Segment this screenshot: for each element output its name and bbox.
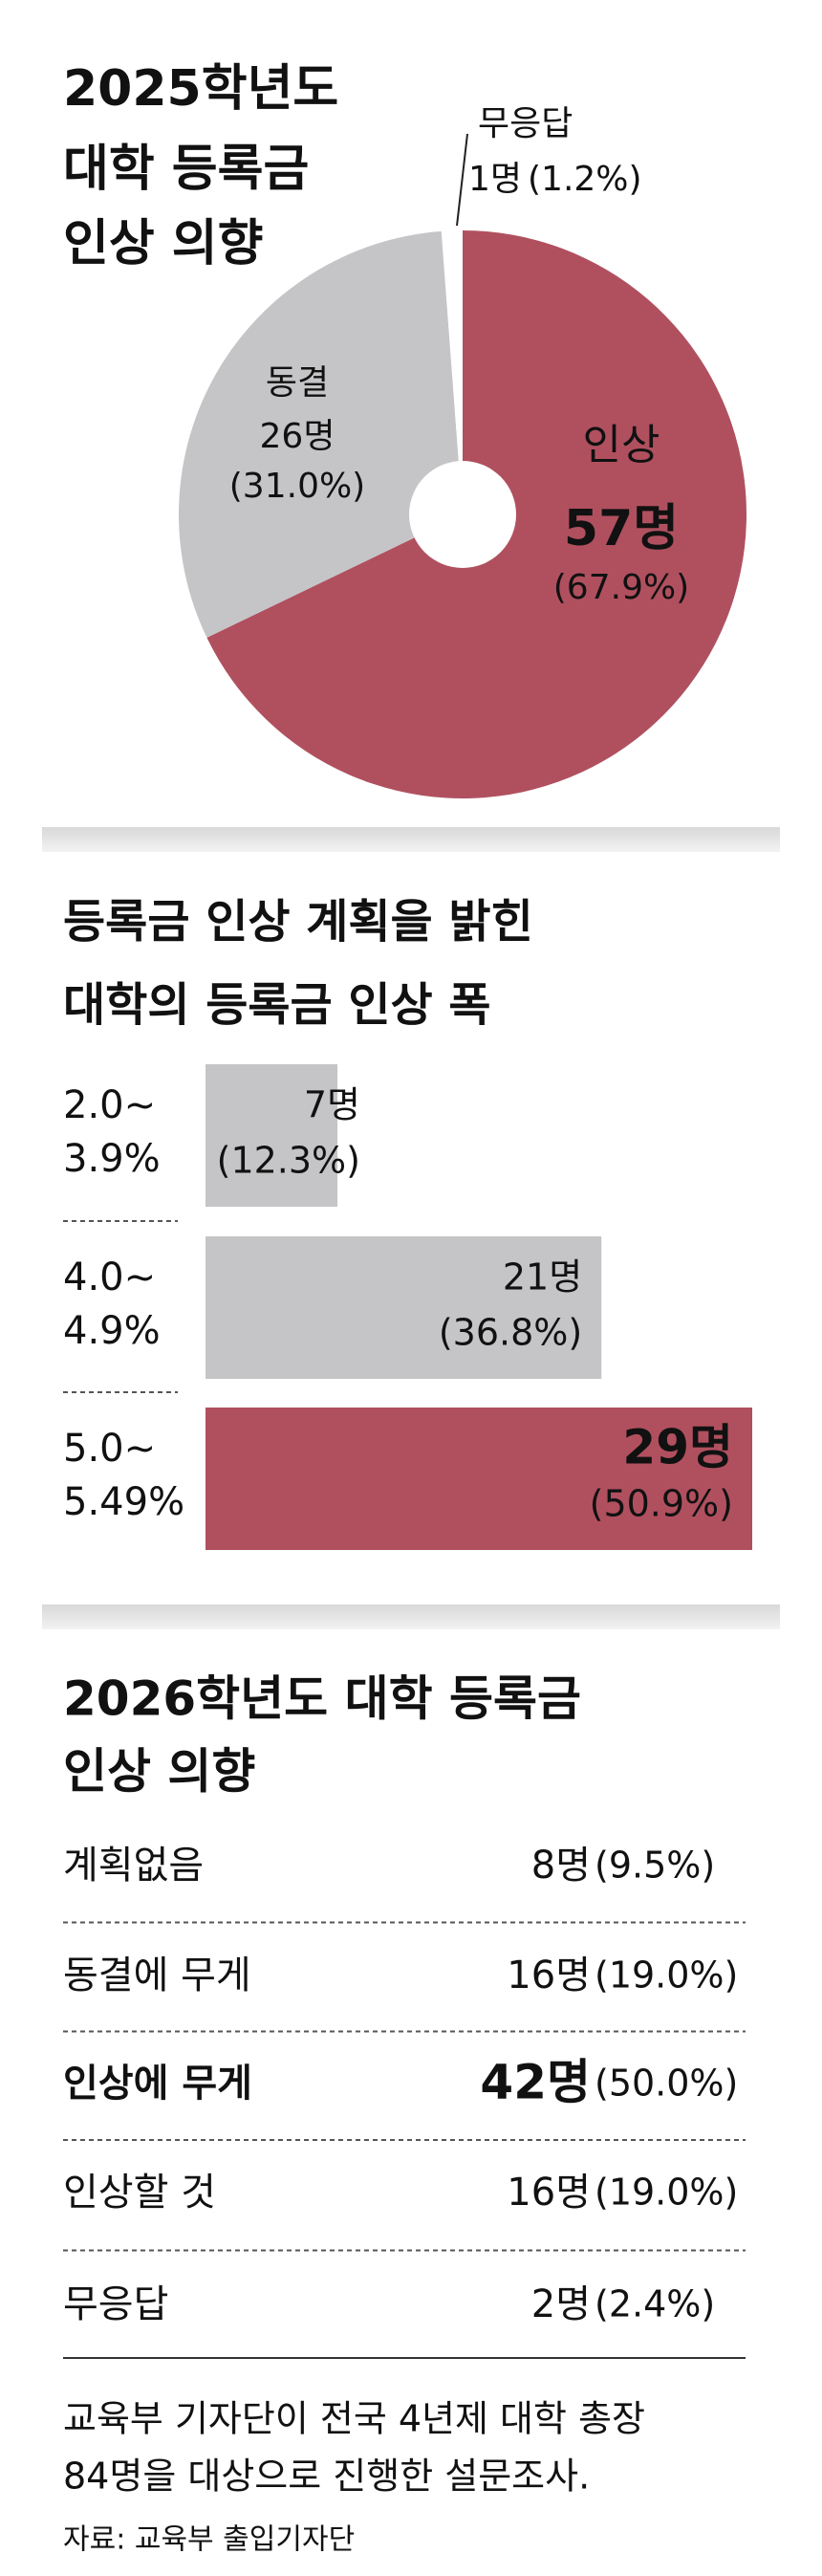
row-label: 인상에 무게 — [63, 2062, 252, 2106]
category-label: 5.49% — [63, 1480, 184, 1524]
percent-label: (2.4%) — [595, 2283, 715, 2325]
chart-title: 대학의 등록금 인상 폭 — [63, 978, 491, 1032]
leader-line — [456, 133, 468, 227]
percent-label: (12.3%) — [217, 1140, 360, 1182]
row-label: 동결에 무게 — [63, 1954, 251, 1997]
value-label: 26명 — [260, 417, 335, 456]
chart-title: 등록금 인상 계획을 밝힌 — [63, 895, 533, 949]
value-label: 16명 — [507, 1954, 591, 1997]
value-label: 29명 — [622, 1420, 733, 1475]
bar — [206, 1064, 338, 1207]
category-label: 2.0~ — [63, 1083, 156, 1127]
value-label: 8명 — [531, 1844, 591, 1888]
bar — [206, 1236, 602, 1379]
pie-hole — [409, 461, 516, 568]
value-label: 2명 — [531, 2282, 591, 2326]
row-label: 계획없음 — [63, 1844, 204, 1888]
chart-title: 2025학년도 — [63, 60, 338, 118]
percent-label: (36.8%) — [439, 1312, 582, 1354]
pie-slice — [179, 230, 463, 638]
section-divider — [42, 1605, 780, 1629]
source: 자료: 교육부 출입기자단 — [63, 2523, 355, 2557]
category-label: 4.0~ — [63, 1255, 156, 1299]
bar — [206, 1408, 752, 1550]
chart-title: 인상 의향 — [63, 1744, 255, 1800]
chart-title: 2026학년도 대학 등록금 — [63, 1671, 581, 1727]
chart-title: 대학 등록금 — [63, 141, 309, 198]
value-label: 1명 — [468, 160, 522, 199]
percent-label: (19.0%) — [595, 1954, 738, 1997]
category-label: 3.9% — [63, 1137, 161, 1181]
chart-title: 인상 의향 — [63, 215, 263, 273]
category-label: 인상 — [583, 421, 660, 469]
value-label: 21명 — [503, 1256, 582, 1299]
row-label: 인상할 것 — [63, 2171, 216, 2215]
row-label: 무응답 — [63, 2282, 168, 2326]
percent-label: (1.2%) — [528, 160, 642, 199]
note: 교육부 기자단이 전국 4년제 대학 총장 — [63, 2398, 645, 2440]
value-label: 57명 — [564, 500, 679, 557]
percent-label: (67.9%) — [553, 568, 689, 607]
value-label: 16명 — [507, 2171, 591, 2215]
percent-label: (9.5%) — [595, 1845, 715, 1887]
pie-slice — [441, 230, 463, 514]
section-divider — [42, 827, 780, 852]
percent-label: (19.0%) — [595, 2172, 738, 2214]
percent-label: (50.9%) — [590, 1483, 733, 1525]
percent-label: (31.0%) — [229, 467, 365, 506]
percent-label: (50.0%) — [595, 2063, 738, 2105]
note: 84명을 대상으로 진행한 설문조사. — [63, 2456, 590, 2498]
value-label: 7명 — [304, 1084, 360, 1126]
category-label: 무응답 — [478, 104, 573, 143]
category-label: 4.9% — [63, 1309, 161, 1353]
category-label: 동결 — [266, 363, 329, 403]
value-label: 42명 — [480, 2055, 591, 2110]
category-label: 5.0~ — [63, 1427, 156, 1471]
